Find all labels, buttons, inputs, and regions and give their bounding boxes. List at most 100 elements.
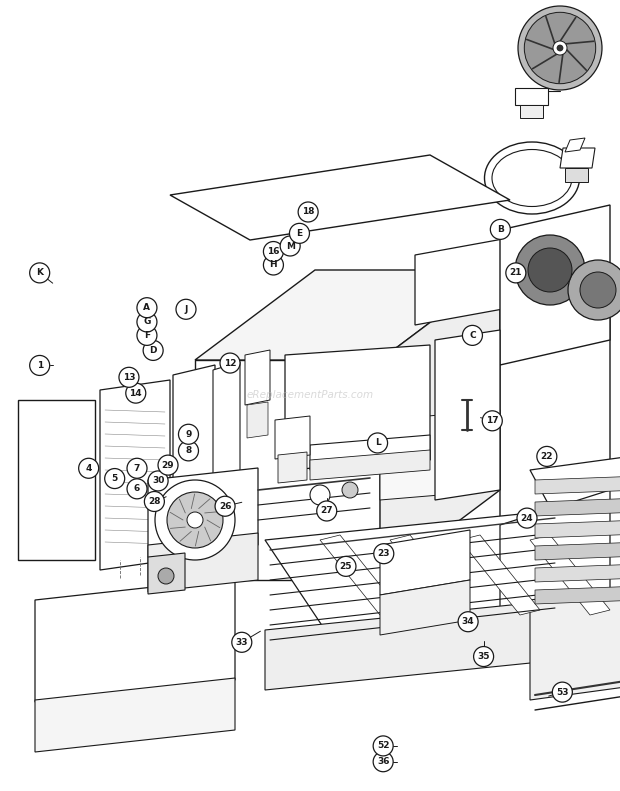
Circle shape bbox=[317, 501, 337, 521]
Circle shape bbox=[180, 508, 184, 512]
Text: 9: 9 bbox=[185, 430, 192, 439]
Circle shape bbox=[517, 508, 537, 528]
Circle shape bbox=[127, 458, 147, 479]
Polygon shape bbox=[310, 435, 430, 470]
Polygon shape bbox=[530, 570, 620, 700]
Polygon shape bbox=[535, 472, 620, 494]
Circle shape bbox=[537, 446, 557, 467]
Circle shape bbox=[144, 491, 164, 512]
Polygon shape bbox=[535, 538, 620, 560]
Polygon shape bbox=[530, 440, 620, 600]
Circle shape bbox=[220, 353, 240, 373]
Polygon shape bbox=[435, 330, 500, 500]
Circle shape bbox=[158, 568, 174, 584]
Circle shape bbox=[515, 235, 585, 305]
Polygon shape bbox=[535, 560, 620, 582]
Ellipse shape bbox=[484, 142, 580, 214]
Text: 23: 23 bbox=[378, 549, 390, 558]
Circle shape bbox=[105, 468, 125, 489]
Text: J: J bbox=[184, 305, 188, 314]
Text: 7: 7 bbox=[134, 464, 140, 473]
Polygon shape bbox=[560, 148, 595, 168]
Circle shape bbox=[373, 736, 393, 756]
Polygon shape bbox=[380, 410, 500, 500]
Polygon shape bbox=[285, 345, 430, 470]
Polygon shape bbox=[320, 535, 400, 615]
Circle shape bbox=[552, 682, 572, 702]
Text: A: A bbox=[143, 303, 151, 312]
Circle shape bbox=[525, 13, 596, 84]
Text: 24: 24 bbox=[521, 513, 533, 523]
Text: 27: 27 bbox=[321, 506, 333, 516]
Circle shape bbox=[155, 480, 235, 560]
Text: 36: 36 bbox=[377, 757, 389, 766]
Polygon shape bbox=[247, 402, 268, 438]
Circle shape bbox=[126, 383, 146, 403]
Polygon shape bbox=[515, 88, 548, 105]
Text: 53: 53 bbox=[556, 687, 569, 697]
Polygon shape bbox=[265, 510, 620, 630]
Text: 12: 12 bbox=[224, 358, 236, 368]
Polygon shape bbox=[148, 533, 258, 592]
Circle shape bbox=[30, 263, 50, 283]
Polygon shape bbox=[18, 400, 95, 560]
Text: C: C bbox=[469, 331, 476, 340]
Polygon shape bbox=[500, 305, 610, 560]
Circle shape bbox=[580, 272, 616, 308]
Circle shape bbox=[127, 479, 147, 499]
Polygon shape bbox=[520, 105, 543, 118]
Circle shape bbox=[180, 516, 184, 520]
Circle shape bbox=[137, 312, 157, 332]
Polygon shape bbox=[530, 535, 610, 615]
Text: 52: 52 bbox=[377, 741, 389, 751]
Circle shape bbox=[180, 496, 184, 500]
Circle shape bbox=[148, 471, 168, 491]
Polygon shape bbox=[500, 490, 610, 625]
Circle shape bbox=[557, 45, 563, 51]
Circle shape bbox=[374, 543, 394, 564]
Circle shape bbox=[528, 248, 572, 292]
Circle shape bbox=[119, 367, 139, 388]
Polygon shape bbox=[35, 578, 235, 702]
Circle shape bbox=[490, 219, 510, 240]
Text: 1: 1 bbox=[37, 361, 43, 370]
Polygon shape bbox=[380, 580, 470, 635]
Polygon shape bbox=[565, 168, 588, 182]
Polygon shape bbox=[390, 535, 470, 615]
Polygon shape bbox=[173, 365, 215, 550]
Text: 5: 5 bbox=[112, 474, 118, 483]
Text: 6: 6 bbox=[134, 484, 140, 494]
Text: 4: 4 bbox=[86, 464, 92, 473]
Circle shape bbox=[143, 340, 163, 361]
Polygon shape bbox=[275, 416, 310, 459]
Circle shape bbox=[336, 556, 356, 577]
Circle shape bbox=[298, 202, 318, 222]
Polygon shape bbox=[195, 270, 500, 360]
Text: K: K bbox=[36, 268, 43, 278]
Circle shape bbox=[310, 485, 330, 505]
Polygon shape bbox=[460, 535, 540, 615]
Circle shape bbox=[568, 260, 620, 320]
Circle shape bbox=[342, 482, 358, 498]
Circle shape bbox=[506, 263, 526, 283]
Text: 16: 16 bbox=[267, 247, 280, 256]
Text: 13: 13 bbox=[123, 373, 135, 382]
Text: G: G bbox=[143, 317, 151, 327]
Circle shape bbox=[79, 458, 99, 479]
Polygon shape bbox=[535, 582, 620, 604]
Polygon shape bbox=[213, 362, 240, 533]
Circle shape bbox=[179, 441, 198, 461]
Polygon shape bbox=[535, 516, 620, 538]
Polygon shape bbox=[195, 360, 380, 580]
Circle shape bbox=[463, 325, 482, 346]
Text: 33: 33 bbox=[236, 638, 248, 647]
Text: 8: 8 bbox=[185, 446, 192, 456]
Polygon shape bbox=[148, 468, 258, 557]
Text: H: H bbox=[270, 260, 277, 270]
Polygon shape bbox=[380, 270, 500, 580]
Text: 21: 21 bbox=[510, 268, 522, 278]
Text: 14: 14 bbox=[130, 388, 142, 398]
Text: 28: 28 bbox=[148, 497, 161, 506]
Polygon shape bbox=[310, 450, 430, 480]
Text: 17: 17 bbox=[486, 416, 498, 426]
